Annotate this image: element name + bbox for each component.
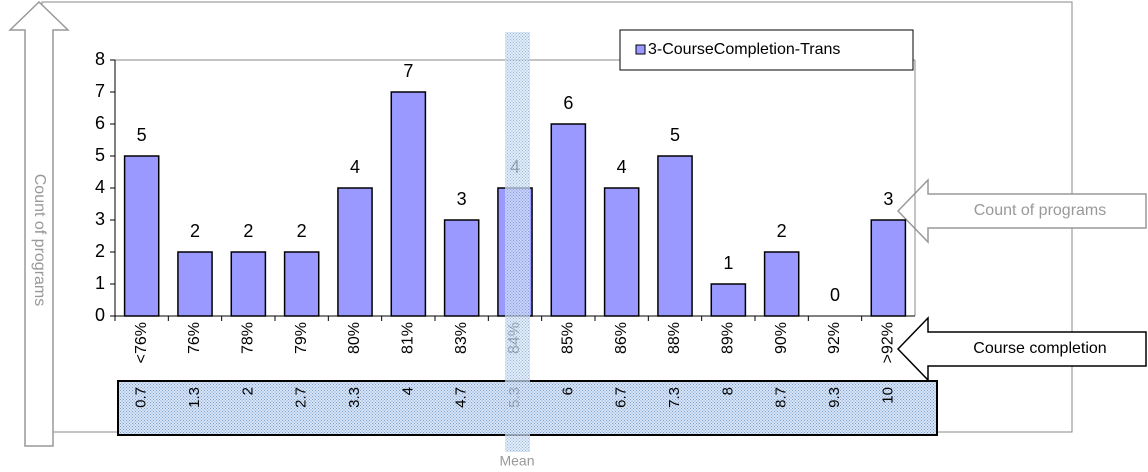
x-tick-label: 88% [666, 322, 683, 354]
y-tick-label: 4 [95, 177, 105, 197]
bar [230, 251, 267, 317]
data-label: 2 [190, 221, 200, 241]
bar [657, 155, 693, 317]
x-tick-label: 86% [613, 322, 630, 354]
data-label: 5 [137, 125, 147, 145]
score-label: 0.7 [133, 387, 150, 408]
score-label: 8.7 [773, 387, 790, 408]
y-tick-label: 7 [95, 81, 105, 101]
score-label: 6 [559, 387, 576, 395]
data-label: 3 [883, 189, 893, 209]
data-label: 2 [297, 221, 307, 241]
y-arrow [8, 0, 70, 447]
score-label: 2.7 [293, 387, 310, 408]
data-label: 4 [617, 157, 627, 177]
x-tick-label: 80% [346, 322, 363, 354]
y-tick-label: 8 [95, 49, 105, 69]
data-label: 4 [350, 157, 360, 177]
score-label: 8 [719, 387, 736, 395]
x-arrow [896, 316, 1147, 382]
bar [283, 251, 320, 317]
y-arrow-label: Count of programs [31, 174, 48, 307]
x-tick-label: 90% [773, 322, 790, 354]
data-label: 6 [563, 93, 573, 113]
x-tick-label: 89% [720, 322, 737, 354]
score-label: 10 [879, 387, 896, 404]
x-tick-label: 92% [826, 322, 843, 354]
y-tick-label: 0 [95, 305, 105, 325]
score-label: 9.3 [826, 387, 843, 408]
bar [710, 283, 747, 317]
data-label: 1 [723, 253, 733, 273]
data-label: 3 [457, 189, 467, 209]
x-tick-label: 76% [186, 322, 203, 354]
legend-swatch [635, 44, 646, 55]
data-label: 7 [403, 61, 413, 81]
legend [619, 29, 914, 71]
bar-arrow [896, 178, 1147, 244]
legend-label: 3-CourseCompletion-Trans [648, 41, 840, 58]
bar [337, 187, 373, 317]
y-tick-label: 5 [95, 145, 105, 165]
data-label: 2 [777, 221, 787, 241]
bar [177, 251, 213, 317]
y-tick-label: 3 [95, 209, 105, 229]
x-tick-label: 85% [560, 322, 577, 354]
y-tick-label: 6 [95, 113, 105, 133]
data-label: 5 [670, 125, 680, 145]
x-tick-label: 79% [293, 322, 310, 354]
score-label: 1.3 [186, 387, 203, 408]
x-arrow-label: Course completion [973, 340, 1106, 357]
score-label: 7.3 [666, 387, 683, 408]
bar [390, 91, 427, 317]
bar [443, 219, 480, 317]
x-tick-label: 78% [240, 322, 257, 354]
bar-arrow-label: Count of programs [974, 202, 1107, 219]
x-tick-label: >92% [880, 322, 897, 363]
x-tick-label: 83% [453, 322, 470, 354]
score-label: 4.7 [453, 387, 470, 408]
x-tick-label: 81% [400, 322, 417, 354]
score-label: 4 [399, 387, 416, 395]
bar [603, 187, 640, 317]
score-label: 6.7 [613, 387, 630, 408]
data-label: 2 [243, 221, 253, 241]
score-label: 3.3 [346, 387, 363, 408]
y-tick-label: 2 [95, 241, 105, 261]
bar [550, 123, 587, 317]
mean-band [505, 32, 530, 452]
bar [870, 219, 907, 317]
mean-label: Mean [499, 453, 534, 469]
y-tick-label: 1 [95, 273, 105, 293]
bar [763, 251, 800, 317]
x-tick-label: <76% [133, 322, 150, 363]
score-label: 2 [239, 387, 256, 395]
bar [123, 155, 160, 317]
data-label: 0 [830, 285, 840, 305]
